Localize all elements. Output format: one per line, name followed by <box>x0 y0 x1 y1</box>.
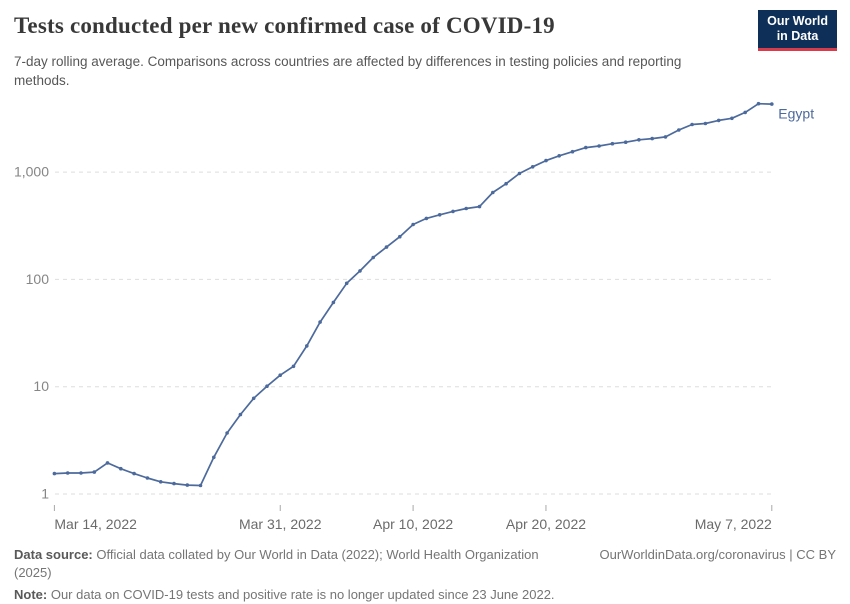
series-label-egypt[interactable]: Egypt <box>778 106 814 122</box>
note-text: Our data on COVID-19 tests and positive … <box>47 587 555 603</box>
data-point-marker[interactable] <box>52 471 57 476</box>
data-point-marker[interactable] <box>358 269 362 273</box>
data-point-marker[interactable] <box>172 481 176 486</box>
data-point-marker[interactable] <box>637 138 641 142</box>
data-point-marker[interactable] <box>756 101 761 106</box>
data-point-marker[interactable] <box>663 135 668 139</box>
x-tick-label: Mar 14, 2022 <box>54 516 137 532</box>
data-source-text: Official data collated by Our World in D… <box>14 547 539 580</box>
data-point-marker[interactable] <box>92 470 97 474</box>
data-source-line: Data source: Official data collated by O… <box>14 546 579 581</box>
data-source-label: Data source: <box>14 547 93 562</box>
data-point-marker[interactable] <box>557 154 561 158</box>
chart-subtitle: 7-day rolling average. Comparisons acros… <box>14 54 682 89</box>
x-tick-label: Apr 10, 2022 <box>373 516 453 532</box>
y-tick-label: 1,000 <box>14 164 49 180</box>
data-point-marker[interactable] <box>291 364 296 369</box>
egypt-line[interactable] <box>53 102 773 487</box>
x-tick-label: Apr 20, 2022 <box>506 516 586 532</box>
data-point-marker[interactable] <box>610 141 615 146</box>
data-point-marker[interactable] <box>477 204 482 209</box>
chart-footer: Data source: Official data collated by O… <box>14 546 836 604</box>
data-point-marker[interactable] <box>132 471 136 476</box>
data-point-marker[interactable] <box>119 466 123 471</box>
data-point-marker[interactable] <box>344 281 349 286</box>
y-tick-label: 100 <box>26 271 50 287</box>
note-label: Note: <box>14 587 48 603</box>
owid-logo[interactable]: Our World in Data <box>758 10 837 51</box>
data-point-marker[interactable] <box>158 480 163 484</box>
data-point-marker[interactable] <box>451 209 455 214</box>
data-point-marker[interactable] <box>398 234 402 239</box>
data-point-marker[interactable] <box>79 471 83 475</box>
data-point-marker[interactable] <box>597 144 601 148</box>
data-point-marker[interactable] <box>703 121 708 126</box>
data-point-marker[interactable] <box>384 245 389 249</box>
data-point-marker[interactable] <box>265 384 269 389</box>
data-point-marker[interactable] <box>198 483 203 488</box>
data-point-marker[interactable] <box>437 213 442 217</box>
data-point-marker[interactable] <box>770 102 774 106</box>
data-point-marker[interactable] <box>491 190 495 195</box>
note-line: Note: Our data on COVID-19 tests and pos… <box>14 586 836 604</box>
x-tick-label: Mar 31, 2022 <box>239 516 322 532</box>
data-point-marker[interactable] <box>743 110 747 115</box>
owid-logo-line2: in Data <box>776 29 819 43</box>
data-point-marker[interactable] <box>730 116 734 121</box>
y-tick-label: 1 <box>41 486 49 502</box>
data-point-marker[interactable] <box>65 471 70 475</box>
data-point-marker[interactable] <box>504 181 508 186</box>
y-tick-label: 10 <box>33 378 49 394</box>
data-point-marker[interactable] <box>331 300 336 305</box>
data-point-marker[interactable] <box>225 431 229 435</box>
data-point-marker[interactable] <box>584 145 588 150</box>
data-point-marker[interactable] <box>677 128 681 132</box>
data-point-marker[interactable] <box>145 476 150 480</box>
data-point-marker[interactable] <box>690 122 694 127</box>
owid-logo-line1: Our World <box>767 14 828 28</box>
data-point-marker[interactable] <box>185 483 190 487</box>
data-point-marker[interactable] <box>424 216 429 221</box>
data-point-marker[interactable] <box>464 206 469 211</box>
data-point-marker[interactable] <box>278 373 283 378</box>
credit-link[interactable]: OurWorldinData.org/coronavirus | CC BY <box>599 547 836 562</box>
data-point-marker[interactable] <box>650 136 654 141</box>
data-point-marker[interactable] <box>544 158 548 163</box>
data-point-marker[interactable] <box>530 165 535 169</box>
data-point-marker[interactable] <box>411 222 415 227</box>
data-point-marker[interactable] <box>212 455 216 460</box>
data-point-marker[interactable] <box>716 118 721 123</box>
page-title: Tests conducted per new confirmed case o… <box>14 13 555 38</box>
data-point-marker[interactable] <box>517 171 522 176</box>
data-point-marker[interactable] <box>105 461 110 465</box>
data-point-marker[interactable] <box>251 396 256 401</box>
data-point-marker[interactable] <box>238 412 243 417</box>
data-point-marker[interactable] <box>305 344 309 348</box>
data-point-marker[interactable] <box>318 320 322 324</box>
data-point-marker[interactable] <box>570 149 575 154</box>
data-point-marker[interactable] <box>623 140 628 144</box>
x-tick-label: May 7, 2022 <box>695 516 772 532</box>
data-point-marker[interactable] <box>371 255 376 260</box>
